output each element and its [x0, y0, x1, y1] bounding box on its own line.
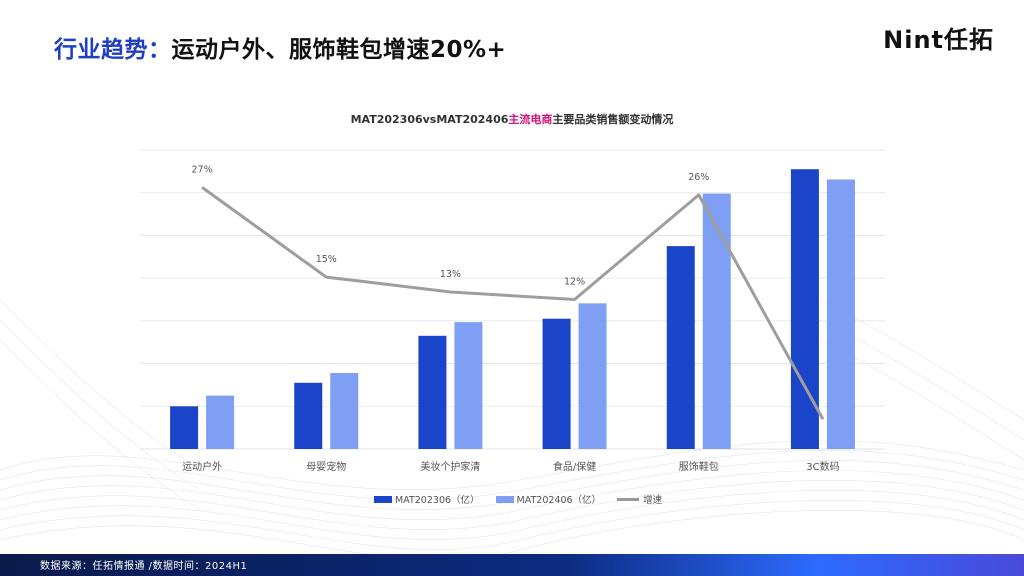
x-tick-label: 3C数码	[806, 460, 839, 473]
x-tick-label: 美妆个护家清	[420, 460, 480, 473]
bar-1-3	[542, 318, 571, 449]
legend-label-series1: MAT202306（亿）	[395, 495, 480, 506]
footer-bar	[0, 554, 1024, 576]
slide-title-accent: 行业趋势：	[54, 37, 172, 63]
chart-title: MAT202306vsMAT202406主流电商主要品类销售额变动情况	[0, 111, 1024, 127]
legend-item-growth: 增速	[617, 492, 662, 506]
chart-title-highlight: 主流电商	[508, 113, 553, 126]
growth-line	[201, 186, 825, 420]
legend-swatch-growth	[617, 497, 640, 501]
legend-swatch-series1	[374, 495, 392, 503]
bar-2-2	[454, 322, 483, 449]
bar-1-0	[170, 406, 199, 449]
legend-item-series2: MAT202406（亿）	[495, 492, 602, 506]
growth-data-label: 26%	[688, 172, 709, 183]
bar-1-4	[666, 246, 695, 449]
x-tick-label: 服饰鞋包	[679, 460, 719, 473]
growth-data-label: 15%	[316, 254, 337, 265]
x-tick-label: 食品/保健	[553, 460, 596, 473]
bar-2-0	[206, 395, 235, 449]
bar-1-2	[418, 335, 447, 449]
x-tick-label: 运动户外	[182, 460, 222, 473]
chart-title-prefix: MAT202306vsMAT202406	[350, 113, 509, 126]
chart-title-suffix: 主要品类销售额变动情况	[552, 113, 674, 126]
growth-data-label: 12%	[564, 277, 585, 288]
legend-swatch-series2	[495, 495, 514, 503]
slide-title-main: 运动户外、服饰鞋包增速20%+	[171, 37, 507, 63]
brand-logo: Nint任拓	[883, 26, 994, 54]
footer-source: 数据来源：任拓情报通 /数据时间：2024H1	[40, 561, 248, 572]
legend-item-series1: MAT202306（亿）	[374, 492, 480, 506]
bar-2-1	[330, 372, 359, 449]
legend-label-growth: 增速	[643, 495, 663, 506]
growth-data-label: 27%	[192, 164, 213, 175]
chart-legend: MAT202306（亿） MAT202406（亿） 增速	[374, 492, 678, 506]
bar-2-3	[578, 303, 607, 449]
bar-2-4	[702, 193, 731, 449]
bar-1-1	[294, 382, 323, 449]
bar-2-5	[826, 179, 855, 450]
legend-label-series2: MAT202406（亿）	[516, 495, 602, 506]
growth-data-label: 13%	[440, 269, 461, 280]
slide-title: 行业趋势：运动户外、服饰鞋包增速20%+	[54, 30, 506, 64]
x-tick-label: 母婴宠物	[306, 460, 346, 473]
